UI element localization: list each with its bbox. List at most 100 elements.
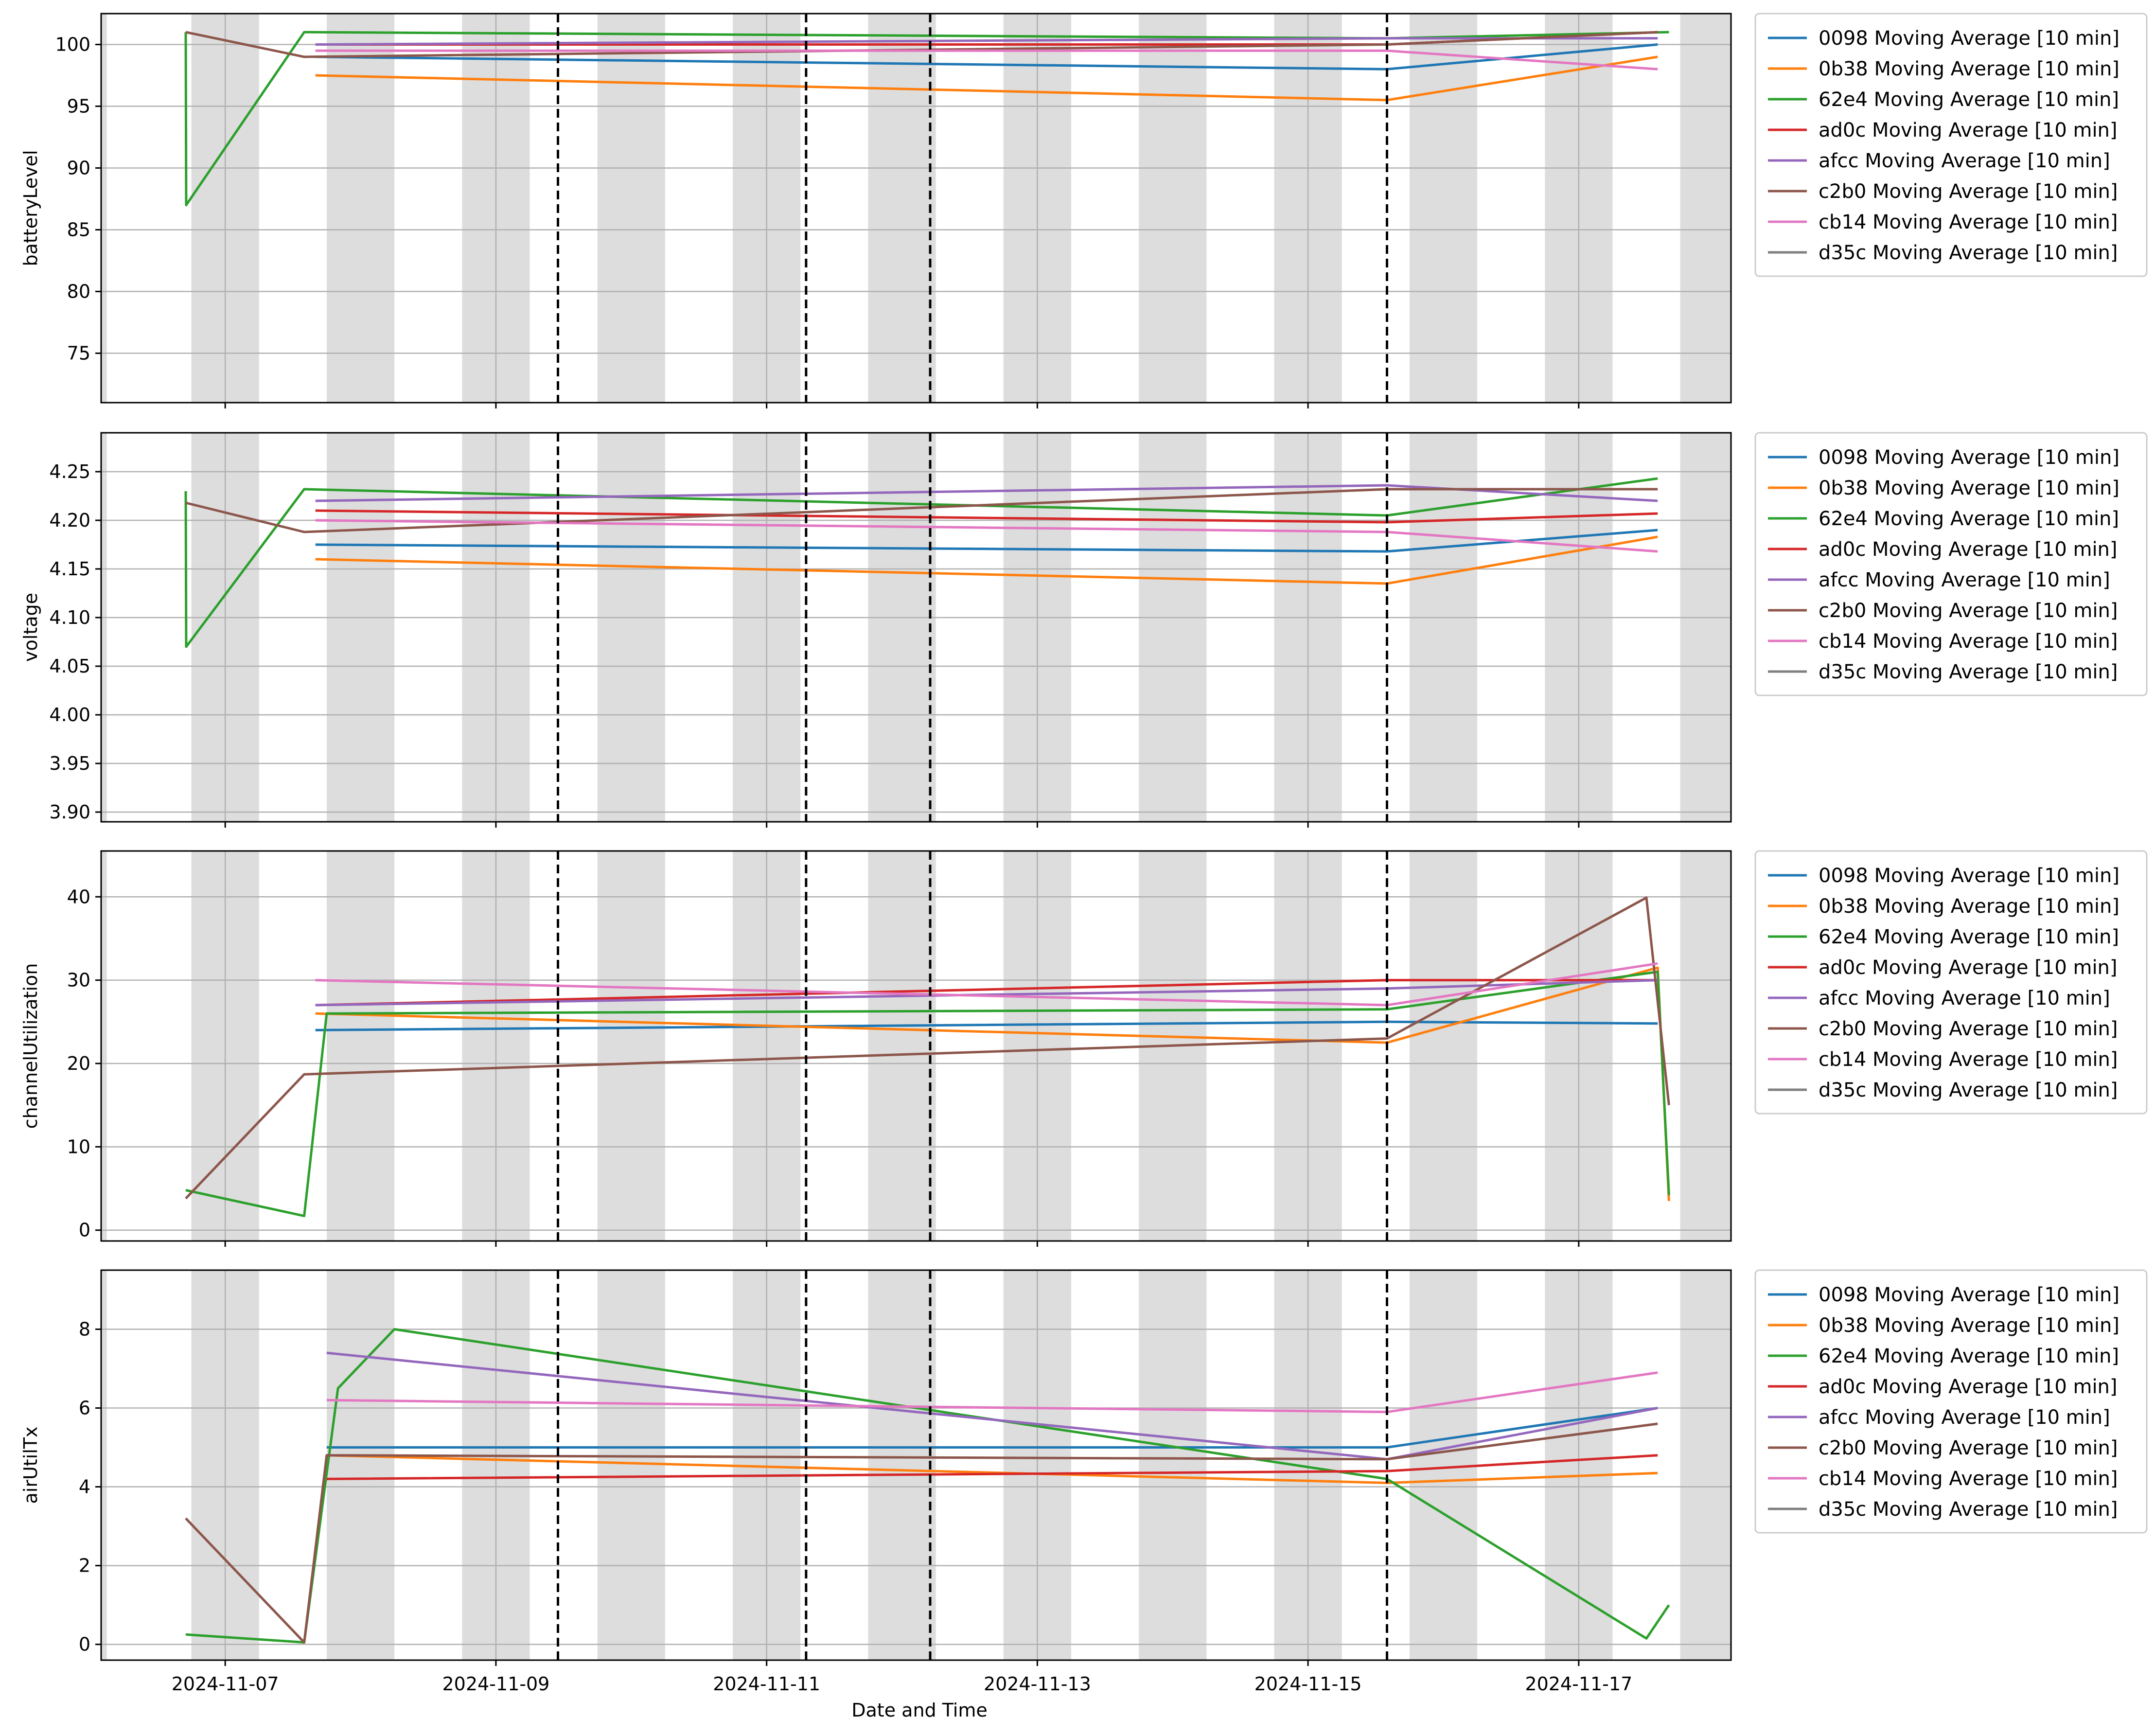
y-tick-label: 75 (67, 342, 90, 364)
legend-entry-label: cb14 Moving Average [10 min] (1819, 1048, 2118, 1071)
shaded-band (101, 14, 107, 403)
legend-entry-label: d35c Moving Average [10 min] (1819, 661, 2118, 683)
legend-entry-label: afcc Moving Average [10 min] (1819, 1406, 2110, 1429)
legend-entry-label: cb14 Moving Average [10 min] (1819, 211, 2118, 233)
shaded-band (1680, 1270, 1731, 1660)
legend-entry-label: ad0c Moving Average [10 min] (1819, 1376, 2118, 1398)
legend-entry-label: 0098 Moving Average [10 min] (1819, 27, 2120, 50)
y-tick-label: 95 (67, 95, 90, 117)
series-line-4 (326, 1454, 1658, 1480)
y-tick-label: 4.00 (49, 704, 90, 726)
y-tick-label: 4.20 (49, 510, 90, 531)
shaded-band (597, 14, 665, 403)
legend-entry-label: d35c Moving Average [10 min] (1819, 1079, 2118, 1101)
series-line-3 (184, 477, 1658, 648)
panel-1: 75 80 85 90 95 100 batteryLevel 0098 Moving Ave… (20, 13, 2148, 408)
x-tick-label: 2024-11-13 (984, 1673, 1091, 1695)
x-tick-label: 2024-11-07 (172, 1673, 279, 1695)
legend-entry-label: 0098 Moving Average [10 min] (1819, 446, 2120, 469)
legend: 0098 Moving Average [10 min] 0b38 Moving … (1754, 432, 2148, 696)
legend-entry-label: 0098 Moving Average [10 min] (1819, 865, 2120, 887)
y-tick-label: 20 (67, 1053, 90, 1074)
legend: 0098 Moving Average [10 min] 0b38 Moving … (1754, 1269, 2148, 1534)
shaded-band (1409, 1270, 1478, 1660)
panel-2: 3.90 3.95 4.00 4.05 4.10 4.15 4.20 4.25 voltage 0… (20, 432, 2148, 828)
shaded-band (868, 14, 936, 403)
shaded-band (1139, 14, 1207, 403)
shaded-band (1409, 14, 1478, 403)
legend-entry-label: ad0c Moving Average [10 min] (1819, 957, 2118, 979)
legend-entry-label: 0b38 Moving Average [10 min] (1819, 477, 2120, 499)
y-tick-label: 30 (67, 970, 90, 991)
legend: 0098 Moving Average [10 min] 0b38 Moving … (1754, 13, 2148, 277)
y-tick-label: 4.10 (49, 607, 90, 628)
x-axis-label: Date and Time (851, 1700, 987, 1721)
series-line-6 (185, 1422, 1658, 1644)
y-tick-label: 4.15 (49, 558, 90, 580)
legend-entry-label: 0b38 Moving Average [10 min] (1819, 1314, 2120, 1337)
plot-frame (100, 850, 1732, 1242)
series-line-6 (185, 488, 1658, 533)
shaded-band (597, 1270, 665, 1660)
y-tick-label: 100 (55, 34, 90, 55)
plot-frame (100, 1269, 1732, 1661)
series-line-6 (185, 896, 1670, 1200)
y-tick-label: 85 (67, 219, 90, 240)
x-tick-label: 2024-11-11 (713, 1673, 820, 1695)
y-tick-label: 4.05 (49, 655, 90, 677)
legend-box (1754, 1269, 2148, 1534)
legend-entry-label: 62e4 Moving Average [10 min] (1819, 89, 2119, 111)
series-line-5 (315, 37, 1658, 46)
legend-box (1754, 432, 2148, 696)
legend-entry-label: 0098 Moving Average [10 min] (1819, 1284, 2120, 1306)
y-tick-label: 0 (79, 1634, 90, 1655)
legend: 0098 Moving Average [10 min] 0b38 Moving … (1754, 850, 2148, 1115)
legend-entry-label: c2b0 Moving Average [10 min] (1819, 1018, 2118, 1040)
y-tick-label: 4.25 (49, 461, 90, 482)
legend-entry-label: 0b38 Moving Average [10 min] (1819, 58, 2120, 80)
shaded-band (101, 851, 107, 1241)
legend-entry-label: d35c Moving Average [10 min] (1819, 242, 2118, 264)
y-tick-label: 3.90 (49, 801, 90, 823)
plot-area (101, 851, 1731, 1241)
plot-frame (100, 13, 1732, 404)
legend-entry-label: 62e4 Moving Average [10 min] (1819, 508, 2119, 530)
y-tick-label: 10 (67, 1136, 90, 1157)
legend-entry-label: afcc Moving Average [10 min] (1819, 987, 2110, 1010)
x-tick-label: 2024-11-17 (1525, 1673, 1632, 1695)
legend-entry-label: 62e4 Moving Average [10 min] (1819, 1345, 2119, 1367)
shaded-band (326, 433, 395, 822)
y-tick-label: 90 (67, 157, 90, 178)
legend-entry-label: ad0c Moving Average [10 min] (1819, 538, 2118, 561)
y-tick-label: 40 (67, 886, 90, 907)
y-axis-label: channelUtilization (20, 963, 41, 1129)
shaded-band (868, 1270, 936, 1660)
legend-entry-label: c2b0 Moving Average [10 min] (1819, 600, 2118, 622)
series-line-7 (315, 49, 1658, 71)
shaded-band (1409, 433, 1478, 822)
plot-area (101, 433, 1731, 822)
x-tick-label: 2024-11-09 (442, 1673, 549, 1695)
shaded-band (1680, 433, 1731, 822)
y-axis-label: batteryLevel (20, 150, 41, 266)
shaded-band (1680, 851, 1731, 1241)
shaded-band (1680, 14, 1731, 403)
shaded-band (1139, 1270, 1207, 1660)
shaded-band (326, 1270, 395, 1660)
legend-entry-label: d35c Moving Average [10 min] (1819, 1498, 2118, 1521)
shaded-band (597, 851, 665, 1241)
legend-entry-label: ad0c Moving Average [10 min] (1819, 119, 2118, 142)
shaded-band (868, 433, 936, 822)
y-axis-label: voltage (20, 593, 41, 662)
y-tick-label: 80 (67, 281, 90, 302)
y-axis-label: airUtilTx (20, 1427, 41, 1504)
plot-frame (100, 432, 1732, 823)
legend-entry-label: cb14 Moving Average [10 min] (1819, 1468, 2118, 1490)
shaded-band (326, 14, 395, 403)
legend-entry-label: c2b0 Moving Average [10 min] (1819, 1437, 2118, 1459)
y-tick-label: 0 (79, 1220, 90, 1241)
legend-box (1754, 850, 2148, 1115)
y-tick-label: 4 (79, 1476, 90, 1498)
